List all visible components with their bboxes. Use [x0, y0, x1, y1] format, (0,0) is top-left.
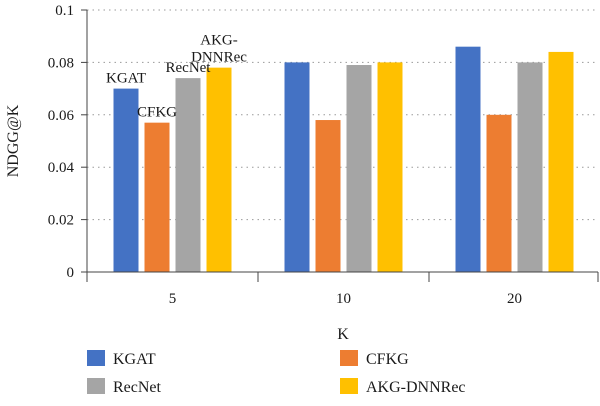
y-tick-label: 0.06	[48, 108, 75, 124]
y-tick-label: 0.1	[55, 3, 74, 19]
y-tick-label: 0.08	[48, 55, 74, 71]
bar-akg-dnnrec-5	[206, 67, 232, 272]
x-tick-label: 10	[336, 291, 351, 307]
bar-annotation: RecNet	[166, 60, 212, 76]
y-tick-label: 0.04	[48, 160, 75, 176]
x-tick-labels: 5 10 20	[169, 291, 522, 307]
x-tick-label: 5	[169, 291, 177, 307]
bar-kgat-5	[113, 88, 139, 272]
bar-recnet-10	[346, 65, 372, 273]
bar-annotation: KGAT	[106, 71, 146, 87]
bar-akg-dnnrec-10	[377, 62, 403, 273]
legend: KGAT CFKG RecNet AKG-DNNRec	[87, 350, 466, 396]
legend-swatch	[87, 350, 105, 366]
bar-annotation: AKG-	[200, 33, 238, 49]
bar-annotations: KGAT CFKG RecNet AKG-DNNRec	[106, 33, 247, 121]
axes	[86, 10, 599, 282]
legend-swatch	[340, 378, 358, 394]
x-tick-label: 20	[507, 291, 522, 307]
bar-annotation: CFKG	[137, 105, 177, 121]
bar-kgat-10	[284, 62, 310, 273]
legend-label: RecNet	[113, 379, 162, 396]
bar-kgat-20	[455, 46, 481, 273]
bar-recnet-20	[517, 62, 543, 273]
legend-swatch	[340, 350, 358, 366]
bars	[113, 46, 574, 273]
legend-label: KGAT	[113, 351, 156, 368]
legend-label: AKG-DNNRec	[366, 379, 466, 396]
legend-swatch	[87, 378, 105, 394]
bar-cfkg-10	[315, 120, 341, 272]
y-axis-label: NDGG@K	[5, 104, 22, 177]
bar-recnet-5	[175, 78, 201, 273]
legend-label: CFKG	[366, 351, 409, 368]
bar-cfkg-5	[144, 122, 170, 272]
bar-annotation: DNNRec	[191, 50, 247, 66]
bar-akg-dnnrec-20	[548, 51, 574, 272]
x-axis-label: K	[337, 326, 349, 343]
y-tick-labels: 0 0.02 0.04 0.06 0.08 0.1	[48, 3, 87, 281]
y-tick-label: 0	[67, 265, 75, 281]
bar-cfkg-20	[486, 114, 512, 272]
y-tick-label: 0.02	[48, 213, 74, 229]
